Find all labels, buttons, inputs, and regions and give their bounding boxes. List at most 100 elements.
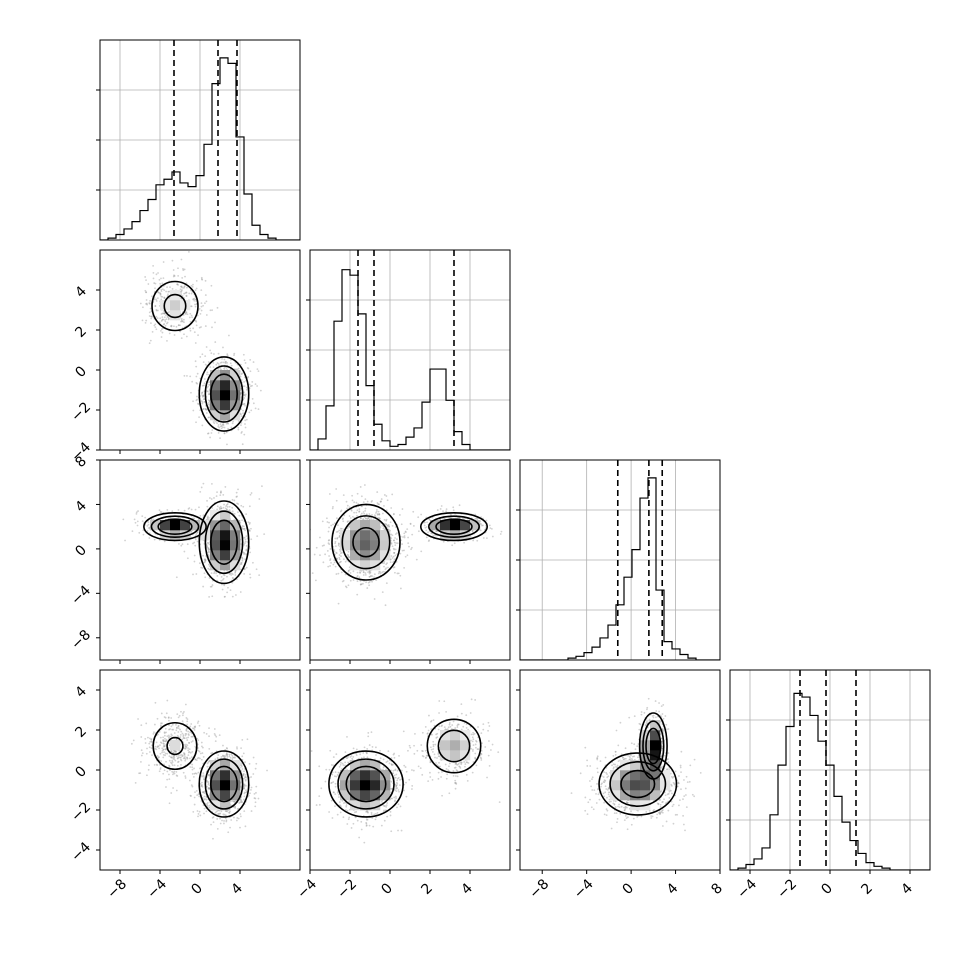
scatter-point [178, 542, 180, 545]
scatter-point [181, 294, 184, 297]
scatter-point [243, 528, 245, 530]
scatter-point [375, 579, 378, 582]
scatter-point [366, 513, 368, 516]
scatter-point [232, 756, 234, 759]
scatter-point [249, 522, 251, 524]
scatter-point [360, 505, 363, 508]
scatter-point [161, 319, 163, 322]
scatter-point [195, 573, 198, 575]
scatter-point [335, 552, 338, 555]
scatter-point [355, 501, 358, 504]
scatter-point [208, 416, 211, 419]
scatter-point [330, 562, 332, 564]
scatter-point [338, 556, 341, 559]
scatter-point [402, 536, 404, 538]
scatter-point [195, 399, 198, 402]
scatter-point [158, 278, 161, 281]
scatter-point [452, 506, 455, 509]
scatter-point [190, 305, 193, 308]
scatter-point [216, 306, 219, 309]
scatter-point [425, 536, 428, 539]
scatter-point [379, 500, 382, 503]
scatter-point [458, 504, 461, 507]
contour-0-mode-0 [143, 512, 207, 542]
scatter-point [245, 553, 248, 556]
scatter-point [163, 297, 166, 299]
contour-1-mode-0 [150, 515, 200, 538]
scatter-point [359, 571, 362, 574]
scatter-point [164, 754, 166, 757]
scatter-point [225, 819, 228, 822]
scatter-point [192, 810, 195, 813]
scatter-point [185, 737, 188, 739]
scatter-point [348, 556, 351, 559]
scatter-point [147, 521, 150, 524]
scatter-point [168, 755, 171, 758]
scatter-point [412, 525, 415, 527]
scatter-point [183, 321, 185, 324]
scatter-point [199, 409, 202, 412]
scatter-point [241, 556, 243, 559]
scatter-point [241, 519, 243, 522]
scatter-point [159, 293, 162, 296]
scatter-point [193, 299, 196, 302]
scatter-point [207, 774, 210, 777]
scatter-point [206, 371, 209, 374]
scatter-point [392, 555, 395, 558]
density-cell [370, 530, 381, 541]
scatter-point [427, 531, 429, 534]
scatter-point [250, 786, 253, 789]
scatter-point [363, 512, 366, 515]
scatter-point [245, 549, 248, 552]
scatter-point [383, 494, 386, 496]
scatter-point [464, 517, 466, 520]
scatter-point [233, 352, 236, 355]
density-cell [230, 520, 241, 531]
contour-1-mode-1 [204, 365, 244, 423]
scatter-point [185, 295, 188, 298]
scatter-point [203, 572, 206, 575]
scatter-point [329, 548, 332, 550]
scatter-point [229, 368, 232, 371]
scatter-point [131, 530, 134, 533]
scatter-point [155, 300, 158, 302]
scatter-point [345, 500, 348, 503]
scatter-point [220, 575, 223, 578]
scatter-point [159, 294, 162, 296]
scatter-point [171, 723, 174, 726]
scatter-point [165, 738, 168, 741]
density-cell [370, 540, 381, 551]
scatter-point [160, 712, 163, 715]
scatter-point [353, 511, 356, 514]
scatter-point [226, 591, 229, 594]
scatter-point [183, 737, 186, 740]
scatter-point [379, 572, 382, 575]
scatter-point [367, 571, 369, 574]
density-cell [360, 530, 371, 541]
scatter-point [163, 297, 166, 299]
density-cell [470, 520, 481, 531]
scatter-point [394, 544, 397, 547]
scatter-point [372, 518, 375, 521]
scatter-point [181, 320, 183, 323]
scatter-point [252, 561, 254, 564]
panel-frame [309, 249, 511, 451]
scatter-point [223, 432, 226, 435]
scatter-point [194, 303, 196, 306]
scatter-point [201, 391, 204, 394]
scatter-point [197, 334, 199, 337]
scatter-point [420, 513, 423, 516]
scatter-point [163, 289, 166, 292]
scatter-point [218, 506, 221, 509]
scatter-point [403, 567, 406, 569]
scatter-point [476, 518, 479, 521]
scatter-point [348, 515, 351, 517]
scatter-point [243, 785, 246, 787]
scatter-point [202, 394, 205, 397]
scatter-point [195, 532, 198, 535]
scatter-point [321, 544, 324, 547]
scatter-point [240, 563, 243, 566]
scatter-point [326, 521, 329, 523]
scatter-point [130, 742, 133, 745]
